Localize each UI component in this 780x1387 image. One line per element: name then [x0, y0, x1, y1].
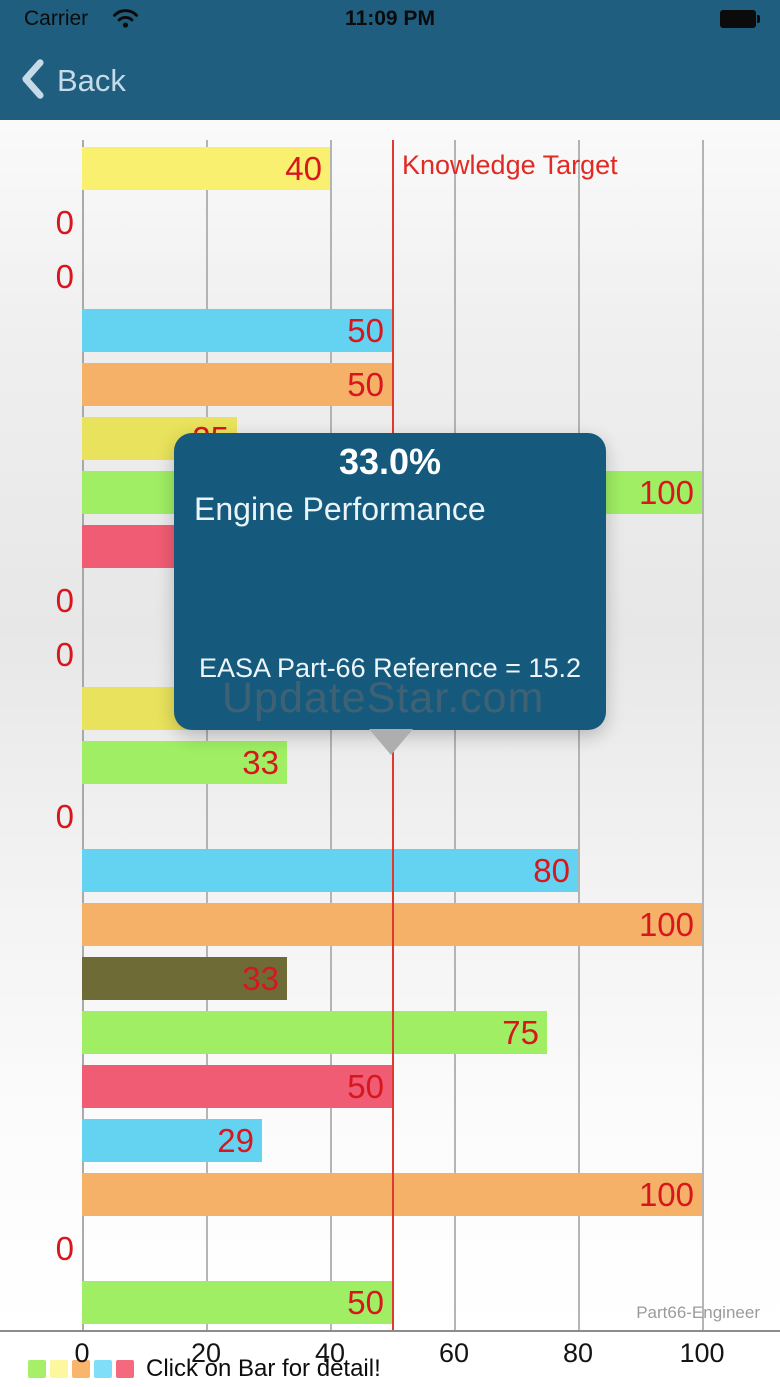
bar-value-label-zero: 0	[55, 1230, 74, 1267]
x-tick-label: 20	[190, 1338, 222, 1368]
clock: 11:09 PM	[345, 7, 435, 30]
x-tick-label: 80	[562, 1338, 594, 1368]
gridline	[578, 140, 580, 1330]
bar[interactable]: 50	[82, 1281, 392, 1324]
gridline	[206, 140, 208, 1330]
back-button[interactable]: Back	[20, 56, 126, 106]
bar-value-label: 40	[285, 150, 322, 187]
bar[interactable]: 33	[82, 741, 287, 784]
bar-value-label-zero: 0	[55, 258, 74, 295]
x-axis-footer: Click on Bar for detail! 0 20 40 60 80 100	[0, 1330, 780, 1387]
gridline	[702, 140, 704, 1330]
bar-value-label-zero: 0	[55, 636, 74, 673]
bar-value-label: 80	[533, 852, 570, 889]
wifi-icon	[112, 8, 139, 34]
back-chevron-icon	[20, 57, 45, 106]
bar-value-label-zero: 0	[55, 582, 74, 619]
popover-percent: 33.0%	[338, 441, 442, 482]
bar-value-label: 50	[347, 1284, 384, 1321]
x-tick-label: 60	[438, 1338, 470, 1368]
bar-value-label: 50	[347, 1068, 384, 1105]
bar-value-label: 33	[242, 960, 279, 997]
gridline	[454, 140, 456, 1330]
legend: Click on Bar for detail!	[28, 1355, 381, 1383]
bar-value-label: 75	[502, 1014, 539, 1051]
legend-note: Click on Bar for detail!	[146, 1355, 381, 1382]
bar-value-label: 100	[638, 906, 694, 943]
bar[interactable]: 29	[82, 1119, 262, 1162]
header: Carrier 11:09 PM Back	[0, 0, 780, 120]
bar-value-label: 50	[347, 366, 384, 403]
gridline	[82, 140, 84, 1330]
bar-value-label-zero: 0	[55, 204, 74, 241]
knowledge-target-label: Knowledge Target	[402, 150, 618, 180]
status-bar: Carrier 11:09 PM	[0, 0, 780, 40]
legend-swatch	[94, 1360, 112, 1378]
back-label: Back	[57, 63, 126, 98]
bar-value-label: 100	[638, 1176, 694, 1213]
battery-icon	[720, 10, 762, 29]
watermark-text: UpdateStar.com	[222, 674, 545, 722]
legend-swatch	[50, 1360, 68, 1378]
bar[interactable]: 50	[82, 1065, 392, 1108]
bar[interactable]: 80	[82, 849, 578, 892]
gridline	[330, 140, 332, 1330]
popover-arrow	[369, 729, 413, 755]
legend-swatch	[116, 1360, 134, 1378]
carrier-label: Carrier	[24, 7, 89, 30]
bar[interactable]: 50	[82, 363, 392, 406]
x-tick-label: 100	[679, 1338, 725, 1368]
bar[interactable]: 50	[82, 309, 392, 352]
bar-detail-popover: 33.0% Engine Performance EASA Part-66 Re…	[174, 433, 606, 730]
bar[interactable]: 33	[82, 957, 287, 1000]
bar-value-label: 33	[242, 744, 279, 781]
branding-text: Part66-Engineer	[636, 1303, 760, 1322]
bar-value-label: 29	[217, 1122, 254, 1159]
popover-reference: EASA Part-66 Reference = 15.2	[199, 653, 581, 683]
legend-swatch	[72, 1360, 90, 1378]
bar-value-label: 100	[638, 474, 694, 511]
x-tick-label: 0	[74, 1338, 90, 1368]
bar-value-label-zero: 0	[55, 798, 74, 835]
legend-swatch	[28, 1360, 46, 1378]
bar[interactable]: 40	[82, 147, 330, 190]
popover-title: Engine Performance	[194, 491, 486, 527]
x-tick-label: 40	[314, 1338, 346, 1368]
bar[interactable]: 75	[82, 1011, 547, 1054]
bar-value-label: 50	[347, 312, 384, 349]
